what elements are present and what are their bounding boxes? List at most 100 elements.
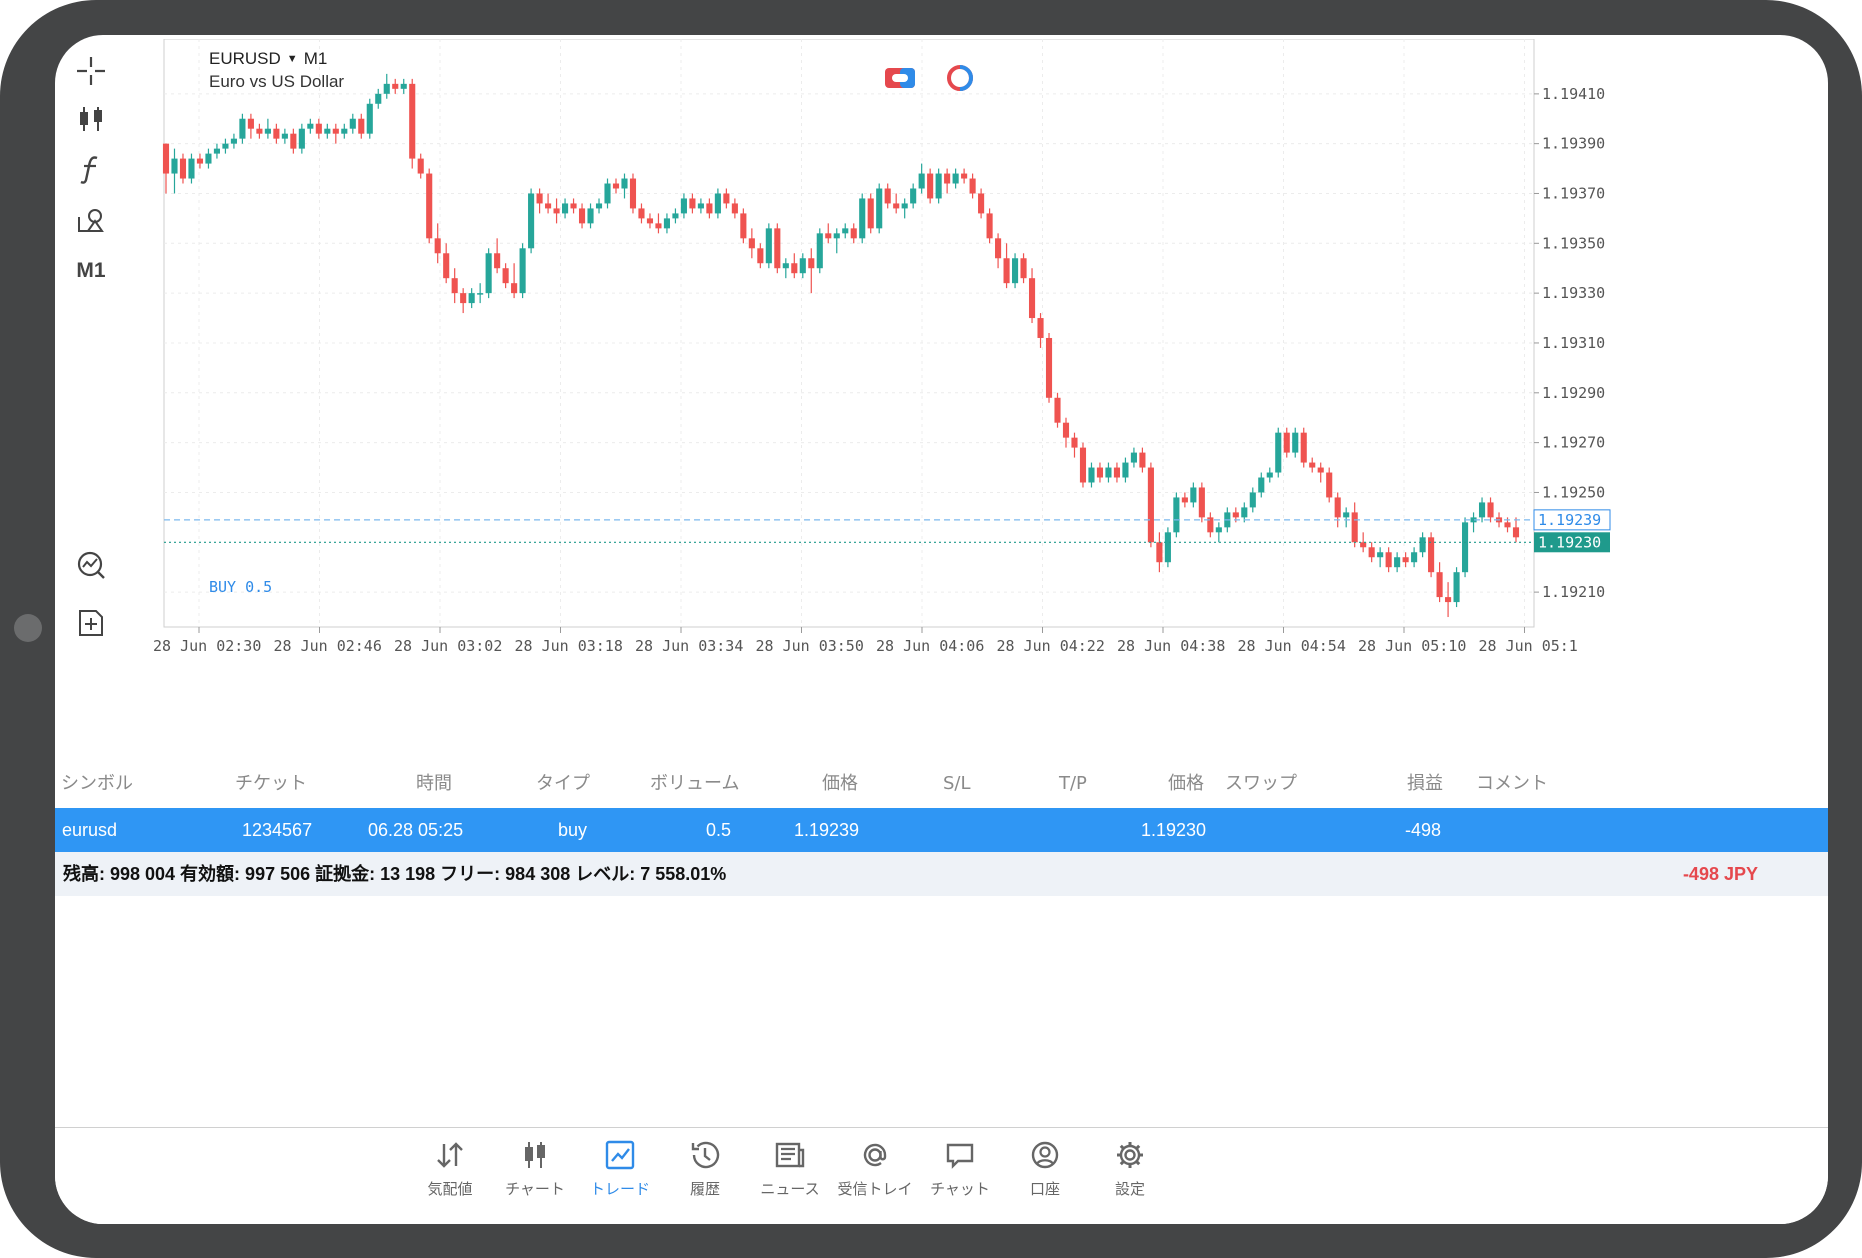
- candlestick-chart[interactable]: 1.19239 1.19230 1.19410 1.19390 1.19370 1.19…: [129, 39, 1828, 763]
- cell-current-price: 1.19230: [1141, 820, 1207, 840]
- candle: [774, 223, 781, 274]
- header-symbol[interactable]: シンボル: [61, 773, 133, 794]
- candle: [1462, 517, 1469, 578]
- cell-volume: 0.5: [706, 820, 732, 840]
- nav-quotes[interactable]: 気配値: [405, 1138, 495, 1218]
- candle: [502, 263, 509, 289]
- header-volume[interactable]: ボリューム: [650, 773, 740, 794]
- candle: [1122, 457, 1129, 483]
- x-tick-label: 28 Jun 04:22: [997, 637, 1105, 655]
- nav-trade[interactable]: トレード: [575, 1138, 665, 1218]
- header-price[interactable]: 価格: [822, 773, 858, 794]
- candle: [460, 288, 467, 314]
- nav-account[interactable]: 口座: [1000, 1138, 1090, 1218]
- candle: [553, 198, 560, 224]
- candle: [1334, 492, 1341, 528]
- nav-news[interactable]: ニュース: [745, 1138, 835, 1218]
- candle: [1062, 417, 1070, 448]
- price-chart[interactable]: 1.19239 1.19230 1.19410 1.19390 1.19370 1.19…: [129, 39, 1828, 763]
- nav-label: チャット: [930, 1180, 990, 1198]
- signal-icon[interactable]: [943, 61, 977, 95]
- y-tick-label: 1.19270: [1542, 434, 1605, 452]
- trade-chart-icon[interactable]: [69, 543, 113, 587]
- chart-symbol-title[interactable]: EURUSD ▼ M1: [209, 49, 327, 69]
- cell-open-price: 1.19239: [794, 820, 860, 840]
- new-order-icon[interactable]: [69, 601, 113, 645]
- candle: [1028, 268, 1036, 324]
- candle: [1249, 487, 1256, 513]
- header-profit[interactable]: 損益: [1407, 773, 1443, 794]
- candle: [1045, 333, 1053, 403]
- one-click-trading-icon[interactable]: [883, 61, 917, 95]
- table-row[interactable]: eurusd 1234567 06.28 05:25 buy 0.5 1.192…: [55, 808, 1828, 852]
- nav-label: 履歴: [689, 1180, 720, 1198]
- candle: [562, 198, 569, 219]
- candle: [1487, 497, 1494, 523]
- candle: [1317, 462, 1324, 483]
- candle: [910, 183, 917, 209]
- objects-icon[interactable]: [69, 199, 113, 243]
- account-icon: [1031, 1141, 1059, 1169]
- candle: [383, 73, 390, 99]
- bottom-navigation: 気配値 チャート トレード 履歴 ニュース 受信トレイ: [55, 1127, 1828, 1224]
- candle: [494, 238, 501, 274]
- symbol-description: Euro vs US Dollar: [209, 72, 345, 91]
- crosshair-icon[interactable]: [69, 49, 113, 93]
- candle: [842, 223, 849, 239]
- candle: [1181, 492, 1188, 508]
- chart-type-icon[interactable]: [69, 97, 113, 141]
- candle: [1054, 392, 1061, 428]
- header-swap[interactable]: スワップ: [1225, 773, 1297, 794]
- nav-label: 気配値: [427, 1180, 473, 1198]
- candle: [1130, 447, 1137, 468]
- candle: [621, 173, 628, 199]
- candle: [816, 228, 823, 274]
- timeframe-button[interactable]: M1: [69, 249, 113, 293]
- y-tick-label: 1.19410: [1542, 85, 1605, 103]
- candle: [230, 133, 237, 149]
- candle: [358, 113, 365, 139]
- candle: [545, 193, 552, 214]
- candle: [876, 183, 883, 234]
- candle: [1105, 462, 1112, 483]
- candle: [604, 178, 611, 209]
- candle: [1241, 502, 1248, 523]
- app-screen: M1 1.19239 1.19230 1.19410 1.19390 1.19370 1…: [55, 35, 1828, 1224]
- candle: [672, 208, 679, 224]
- candle: [638, 203, 645, 224]
- x-tick-label: 28 Jun 03:34: [635, 637, 743, 655]
- candle: [578, 203, 586, 229]
- header-ticket[interactable]: チケット: [235, 773, 307, 794]
- chevron-down-icon: ▼: [286, 53, 298, 65]
- nav-history[interactable]: 履歴: [660, 1138, 750, 1218]
- x-tick-label: 28 Jun 03:18: [515, 637, 623, 655]
- total-profit: -498 JPY: [1682, 864, 1758, 884]
- candle: [1377, 547, 1384, 568]
- candle: [1478, 497, 1486, 523]
- account-summary: 残高: 998 004 有効額: 997 506 証拠金: 13 198 フリー…: [55, 852, 1828, 896]
- candle: [995, 233, 1002, 269]
- header-tp[interactable]: T/P: [1059, 773, 1087, 794]
- buy-price-tag: 1.19239: [1533, 509, 1611, 531]
- candle: [799, 253, 806, 279]
- header-sl[interactable]: S/L: [943, 773, 971, 794]
- header-comment[interactable]: コメント: [1476, 773, 1548, 794]
- cell-profit: -498: [1405, 820, 1442, 840]
- nav-settings[interactable]: 設定: [1085, 1138, 1175, 1218]
- nav-chat[interactable]: チャット: [915, 1138, 1005, 1218]
- indicators-icon[interactable]: [69, 147, 113, 191]
- candle: [646, 213, 654, 229]
- x-tick-label: 28 Jun 04:38: [1117, 637, 1225, 655]
- candle: [247, 113, 254, 139]
- timeframe-label: M1: [76, 259, 106, 282]
- candle: [714, 188, 721, 219]
- nav-chart[interactable]: チャート: [490, 1138, 580, 1218]
- header-type[interactable]: タイプ: [536, 773, 590, 794]
- candle: [1368, 542, 1375, 563]
- nav-mailbox[interactable]: 受信トレイ: [830, 1138, 920, 1218]
- candle: [663, 213, 670, 234]
- candle: [1147, 462, 1154, 548]
- header-time[interactable]: 時間: [416, 773, 452, 794]
- candle: [290, 128, 297, 154]
- header-price-current[interactable]: 価格: [1168, 773, 1204, 794]
